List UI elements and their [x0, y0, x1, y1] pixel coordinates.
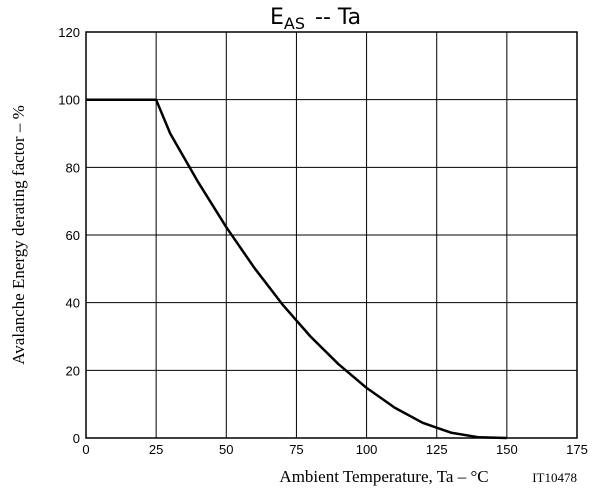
- y-tick-label: 40: [66, 296, 80, 311]
- chart-title: EAS -- Ta: [270, 5, 361, 33]
- x-tick-label: 175: [566, 442, 588, 457]
- y-tick-label: 80: [66, 160, 80, 175]
- x-tick-label: 25: [149, 442, 163, 457]
- y-axis-label: Avalanche Energy derating factor – %: [9, 105, 28, 364]
- grid-layer: [86, 32, 577, 438]
- y-tick-label: 60: [66, 228, 80, 243]
- y-tick-label: 100: [58, 93, 80, 108]
- y-tick-label: 20: [66, 363, 80, 378]
- chart-title-subscript: AS: [284, 14, 305, 33]
- series-layer: [86, 98, 507, 440]
- x-tick-label: 125: [426, 442, 448, 457]
- y-tick-label: 0: [73, 431, 80, 446]
- y-tick-label: 120: [58, 25, 80, 40]
- x-tick-label: 100: [356, 442, 378, 457]
- x-tick-labels: 0 25 50 75 100 125 150 175: [82, 442, 587, 457]
- x-tick-label: 0: [82, 442, 89, 457]
- y-tick-labels: 0 20 40 60 80 100 120: [58, 25, 80, 446]
- x-tick-label: 75: [289, 442, 303, 457]
- figure-code: IT10478: [532, 470, 577, 485]
- plot-frame: [85, 31, 578, 439]
- chart-title-main: E: [270, 5, 284, 30]
- x-tick-label: 50: [219, 442, 233, 457]
- chart-title-rest: -- Ta: [315, 5, 361, 30]
- x-axis-label: Ambient Temperature, Ta – °C: [279, 467, 488, 486]
- x-tick-label: 150: [496, 442, 518, 457]
- series-line: [86, 98, 507, 440]
